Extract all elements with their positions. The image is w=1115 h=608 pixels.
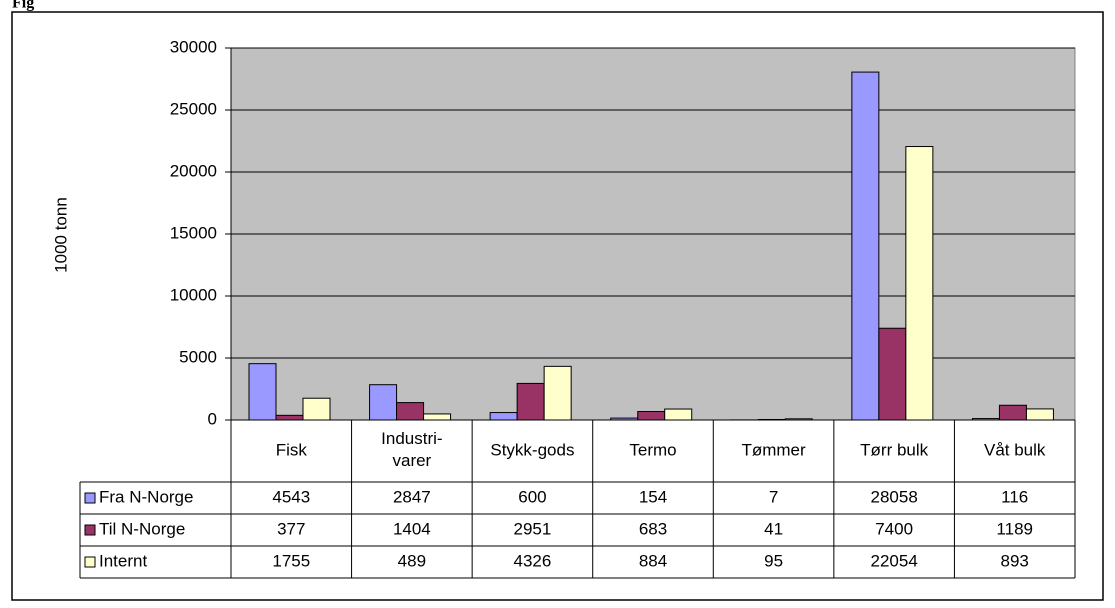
- bar: [637, 411, 666, 421]
- bar: [516, 382, 545, 421]
- bar: [275, 414, 304, 421]
- table-value: 1755: [272, 551, 310, 570]
- bar: [664, 408, 693, 421]
- bar: [878, 327, 907, 421]
- bar: [248, 363, 277, 421]
- legend-label: Fra N-Norge: [99, 487, 193, 506]
- bar: [610, 417, 639, 421]
- y-tick-label: 0: [208, 409, 217, 428]
- bar: [489, 412, 518, 421]
- table-value: 28058: [871, 487, 918, 506]
- bar: [757, 418, 786, 421]
- bar: [1025, 408, 1054, 421]
- caption: Fig: [12, 0, 34, 12]
- y-tick-label: 5000: [179, 347, 217, 366]
- x-tick-label: Våt bulk: [984, 440, 1046, 459]
- table-value: 7: [769, 487, 778, 506]
- table-value: 1189: [996, 519, 1033, 538]
- table-value: 884: [639, 551, 667, 570]
- table-value: 95: [764, 551, 783, 570]
- legend-label: Internt: [99, 551, 147, 570]
- bar: [971, 418, 1000, 421]
- y-tick-label: 15000: [170, 223, 217, 242]
- table-value: 893: [1001, 551, 1029, 570]
- x-tick-label: Stykk-gods: [490, 440, 574, 459]
- table-value: 4543: [272, 487, 310, 506]
- legend-label: Til N-Norge: [99, 519, 185, 538]
- table-value: 489: [398, 551, 426, 570]
- table-value: 7400: [875, 519, 913, 538]
- x-tick-label: Tømmer: [741, 440, 806, 459]
- legend-key: [84, 492, 96, 504]
- bar: [851, 71, 880, 421]
- y-tick-label: 25000: [170, 99, 217, 118]
- table-value: 154: [639, 487, 667, 506]
- bar: [543, 365, 572, 421]
- bar: [302, 397, 331, 421]
- bar: [998, 404, 1027, 421]
- table-value: 4326: [514, 551, 552, 570]
- y-axis-label: 1000 tonn: [51, 197, 70, 273]
- bar: [784, 418, 813, 421]
- x-tick-label: Termo: [629, 440, 676, 459]
- frame: [11, 11, 1104, 601]
- legend-key: [84, 556, 96, 568]
- y-tick-label: 20000: [170, 161, 217, 180]
- y-tick-label: 10000: [170, 285, 217, 304]
- y-tick-label: 30000: [170, 37, 217, 56]
- table-value: 2951: [514, 519, 552, 538]
- x-tick-label: Industri-varer: [381, 429, 442, 470]
- x-tick-label: Fisk: [276, 440, 308, 459]
- x-tick-label: Tørr bulk: [860, 440, 929, 459]
- table-value: 2847: [393, 487, 431, 506]
- bar: [423, 413, 452, 421]
- table-value: 1404: [393, 519, 431, 538]
- bar: [905, 146, 934, 421]
- legend-key: [84, 524, 96, 536]
- table-value: 22054: [871, 551, 918, 570]
- table-value: 41: [764, 519, 783, 538]
- bar: [396, 402, 425, 421]
- bar: [369, 384, 398, 421]
- table-value: 683: [639, 519, 667, 538]
- table-value: 116: [1001, 487, 1028, 506]
- table-value: 377: [277, 519, 305, 538]
- table-value: 600: [518, 487, 546, 506]
